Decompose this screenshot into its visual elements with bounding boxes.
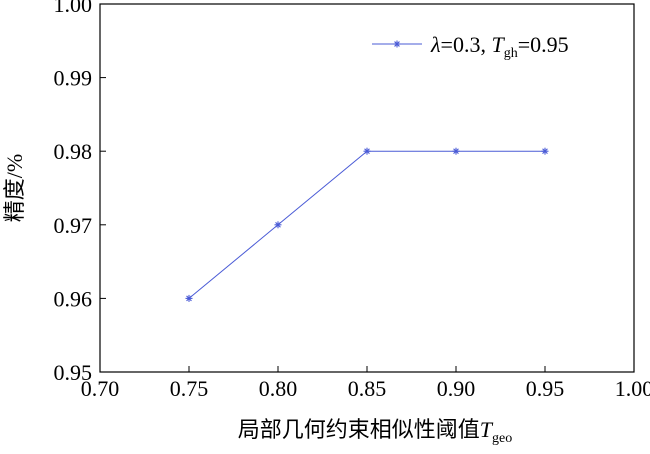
x-tick-label: 0.80 bbox=[259, 376, 298, 401]
y-tick-label: 0.99 bbox=[54, 66, 93, 91]
data-point bbox=[363, 147, 371, 155]
x-tick-label: 0.85 bbox=[348, 376, 387, 401]
y-tick-label: 0.97 bbox=[54, 213, 93, 238]
y-axis-title: 精度/% bbox=[2, 154, 27, 222]
legend-label: λ=0.3, Tgh=0.95 bbox=[430, 32, 569, 61]
series-layer bbox=[185, 147, 549, 302]
x-tick-label: 0.95 bbox=[526, 376, 565, 401]
x-axis-title: 局部几何约束相似性阈值Tgeo bbox=[238, 417, 512, 446]
data-point bbox=[274, 221, 282, 229]
y-tick-label: 0.95 bbox=[54, 360, 93, 385]
legend-marker bbox=[393, 40, 401, 48]
x-tick-label: 0.75 bbox=[170, 376, 209, 401]
x-tick-label: 0.70 bbox=[81, 376, 120, 401]
x-tick-label: 0.90 bbox=[437, 376, 476, 401]
series-line bbox=[188, 150, 545, 299]
data-point bbox=[452, 147, 460, 155]
x-axis-ticks: 0.70 0.75 0.80 0.85 0.90 0.95 1.00 bbox=[81, 366, 650, 401]
x-tick-label: 1.00 bbox=[615, 376, 650, 401]
plot-frame bbox=[99, 3, 635, 373]
data-point bbox=[185, 294, 193, 302]
data-point bbox=[541, 147, 549, 155]
y-tick-label: 1.00 bbox=[54, 0, 93, 17]
y-tick-label: 0.96 bbox=[54, 286, 93, 311]
plot-border bbox=[99, 3, 635, 373]
y-tick-label: 0.98 bbox=[54, 139, 93, 164]
legend: λ=0.3, Tgh=0.95 bbox=[372, 32, 569, 61]
y-axis-ticks: 0.95 0.96 0.97 0.98 0.99 1.00 bbox=[54, 0, 106, 385]
